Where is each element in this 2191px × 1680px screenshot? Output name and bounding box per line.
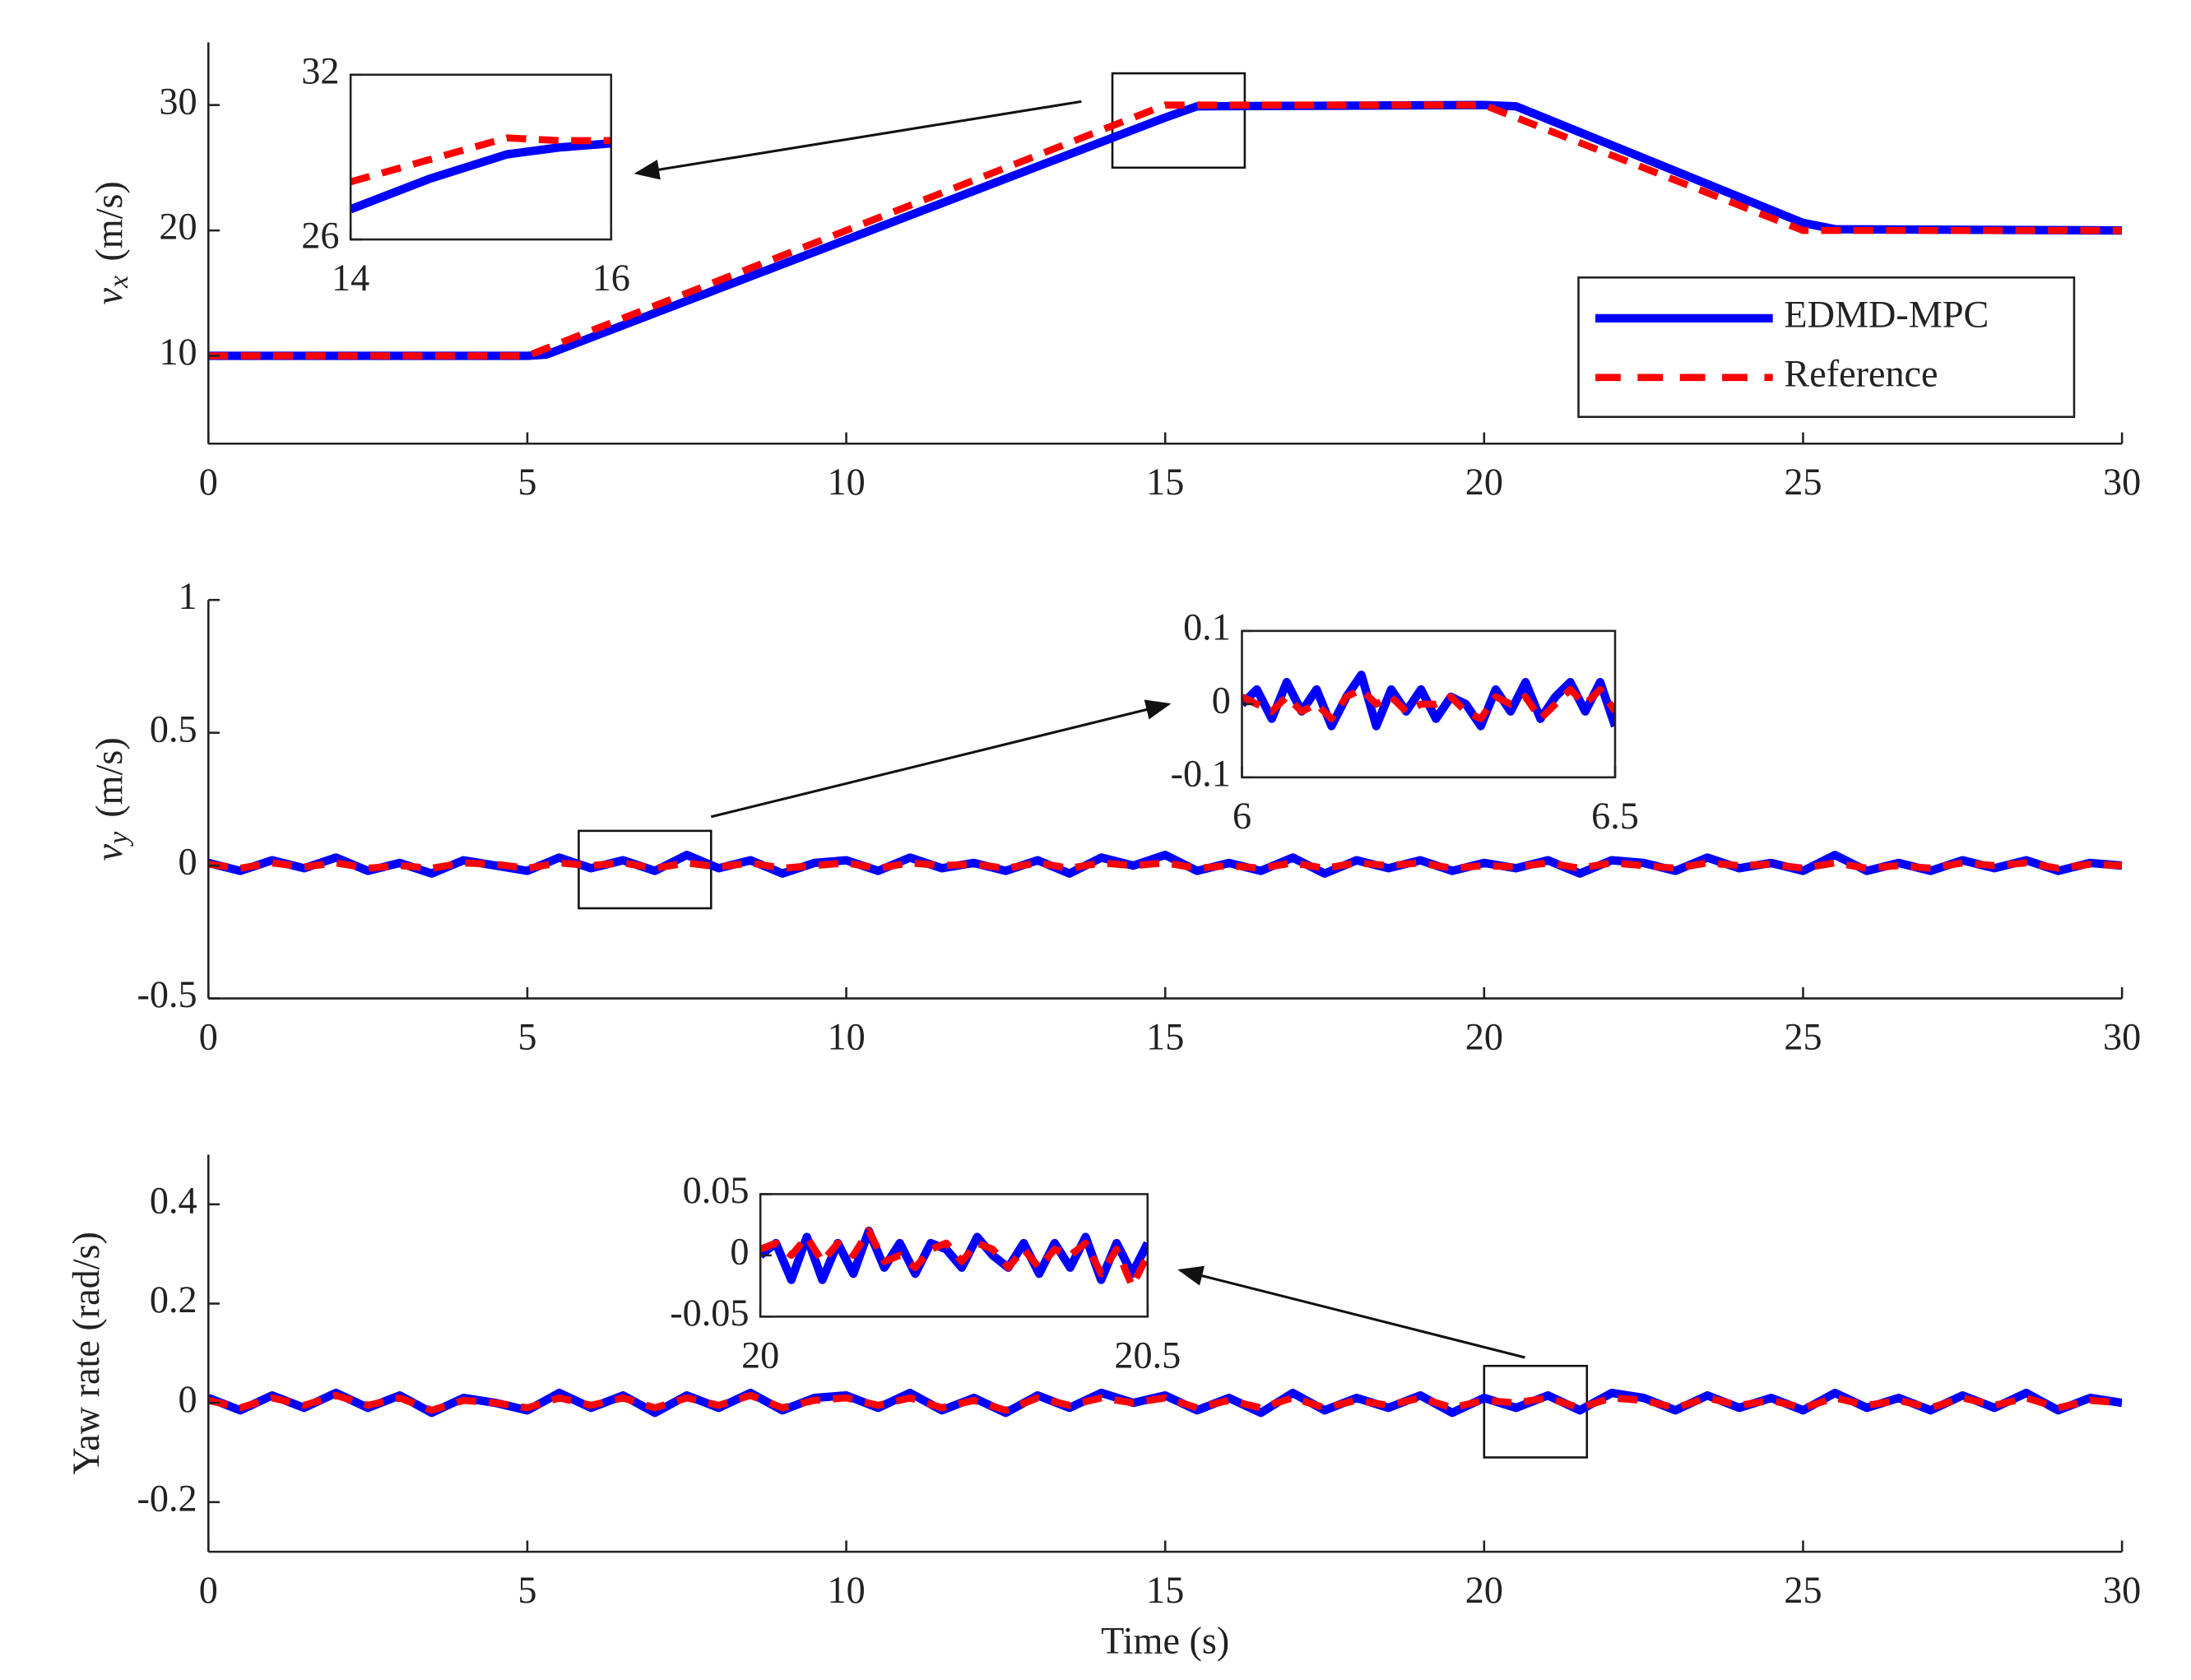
plot-area [1242, 671, 1616, 731]
y-axis-label: Yaw rate (rad/s) [65, 1232, 107, 1474]
y-tick-label: -0.1 [1171, 752, 1231, 794]
y-tick-label: -0.2 [137, 1477, 197, 1519]
legend: EDMD-MPC Reference [1577, 276, 2076, 418]
x-tick-label: 25 [1784, 1015, 1822, 1057]
inset-axes: 6 6.5 -0.1 0 0.1 [1171, 606, 1639, 836]
y-tick-label: 0 [179, 841, 197, 883]
x-tick-label: 0 [199, 1569, 218, 1611]
axes: 0 5 10 15 20 25 30 -0.2 0 0.2 0.4 Yaw rate (rad/s) T… [65, 1154, 2141, 1662]
series-line [760, 1227, 1148, 1290]
x-tick-label: 30 [2103, 1569, 2141, 1611]
plot-area [208, 100, 2123, 360]
x-tick-label: 20 [741, 1334, 779, 1376]
y-tick-label: 0.1 [1183, 606, 1231, 647]
y-tick-label: 0 [179, 1378, 197, 1420]
series-line [208, 851, 2123, 878]
y-tick-label: -0.5 [137, 973, 197, 1015]
x-tick-label: 10 [827, 461, 865, 503]
plot-area [208, 851, 2123, 878]
x-tick-label: 15 [1146, 1569, 1184, 1611]
x-tick-label: 14 [332, 257, 369, 299]
x-tick-label: 30 [2103, 1015, 2141, 1057]
x-tick-label: 6 [1232, 795, 1251, 837]
y-tick-label: 32 [301, 49, 339, 91]
y-label-symbol: v [88, 288, 130, 305]
y-axis-label: vy (m/s) [88, 737, 135, 861]
x-tick-label: 20 [1465, 1015, 1503, 1057]
legend-label: EDMD-MPC [1784, 294, 1989, 336]
series-line [350, 134, 611, 186]
y-label-subscript: x [104, 276, 134, 289]
plot-area [208, 1388, 2123, 1418]
zoom-arrow [1177, 1265, 1525, 1359]
series-line [208, 1391, 2123, 1414]
inset-axes: 14 16 26 32 [301, 49, 630, 299]
x-tick-label: 0 [199, 1015, 218, 1057]
x-tick-label: 5 [518, 1015, 536, 1057]
y-label-unit: (m/s) [88, 737, 130, 818]
x-tick-label: 25 [1784, 461, 1822, 503]
y-tick-label: 0.5 [150, 708, 197, 750]
x-tick-label: 15 [1146, 461, 1184, 503]
inset-background [350, 74, 611, 240]
axes: 0 5 10 15 20 25 30 10 20 30 vx (m/s) EDMD-MPC Referen… [88, 42, 2141, 503]
y-label-symbol: v [88, 844, 130, 861]
y-tick-label: 0.2 [150, 1279, 197, 1320]
zoom-box [1111, 72, 1246, 169]
y-label-subscript: y [104, 831, 134, 847]
x-tick-label: 25 [1784, 1569, 1822, 1611]
zoom-arrow [634, 100, 1082, 180]
y-tick-label: 1 [179, 575, 197, 617]
y-label-unit: (m/s) [88, 181, 130, 262]
y-tick-label: 0.4 [150, 1179, 197, 1221]
plot-area [350, 134, 611, 214]
x-tick-label: 5 [518, 1569, 536, 1611]
y-tick-label: 0 [730, 1230, 749, 1272]
y-axis-label: vx (m/s) [88, 181, 135, 304]
inset-axes: 20 20.5 -0.05 0 0.05 [670, 1169, 1181, 1376]
x-axis-label: Time (s) [1101, 1620, 1229, 1662]
series-line [208, 101, 2123, 360]
x-tick-label: 10 [827, 1569, 865, 1611]
y-tick-label: 30 [159, 80, 197, 122]
zoom-arrow [710, 699, 1172, 819]
zoom-box [1483, 1364, 1589, 1459]
series-line [350, 139, 611, 214]
y-tick-label: 10 [159, 331, 197, 373]
y-tick-label: -0.05 [670, 1292, 749, 1334]
x-tick-label: 0 [199, 461, 218, 503]
plot-area [760, 1226, 1148, 1290]
legend-label: Reference [1784, 352, 1938, 394]
x-tick-label: 20 [1465, 461, 1503, 503]
y-tick-label: 0 [1212, 679, 1231, 721]
x-tick-label: 5 [518, 461, 536, 503]
y-tick-label: 20 [159, 206, 197, 248]
x-tick-label: 10 [827, 1015, 865, 1057]
x-tick-label: 16 [592, 257, 630, 299]
axes-box [349, 73, 613, 241]
series-line [1242, 685, 1616, 722]
x-tick-label: 30 [2103, 461, 2141, 503]
zoom-annotations [578, 72, 1589, 1459]
x-tick-label: 15 [1146, 1015, 1184, 1057]
legend-box [1577, 276, 2076, 418]
y-tick-label: 26 [301, 215, 339, 257]
x-tick-label: 20 [1465, 1569, 1503, 1611]
y-tick-label: 0.05 [683, 1169, 750, 1211]
x-tick-label: 6.5 [1591, 795, 1639, 837]
x-tick-label: 20.5 [1114, 1334, 1181, 1376]
